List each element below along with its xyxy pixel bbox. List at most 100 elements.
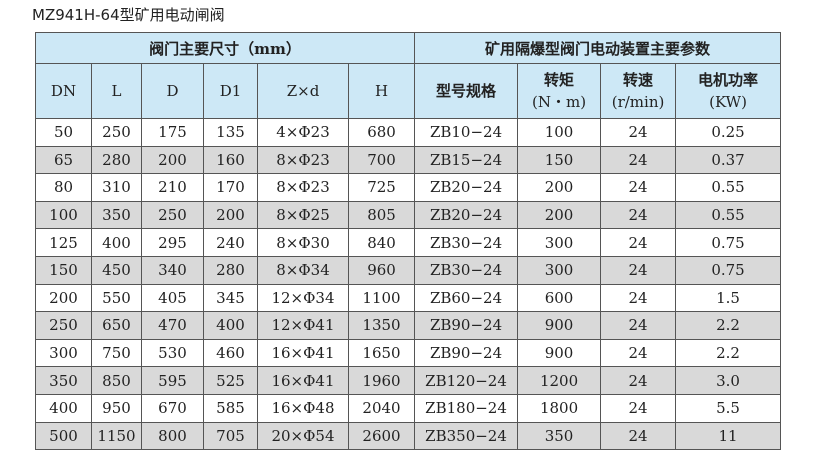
table-cell: 725: [347, 173, 416, 202]
table-cell: 5.5: [675, 393, 782, 423]
table-cell: 840: [347, 228, 416, 257]
table-cell: 0.55: [675, 200, 782, 230]
table-cell: 8×Φ30: [257, 228, 349, 257]
table-cell: 2.2: [675, 311, 782, 340]
table-row: 150 450 340 280 8×Φ34 960 ZB30−24 300 24 0.75: [35, 255, 782, 285]
table-cell: 8×Φ23: [257, 173, 349, 202]
page-title: MZ941H-64型矿用电动闸阀: [32, 6, 225, 24]
column-header: L: [91, 63, 142, 119]
column-label: 转矩: [544, 71, 575, 89]
table-cell: 0.55: [675, 173, 782, 202]
table-cell: 1960: [347, 366, 416, 395]
table-cell: 600: [517, 283, 602, 313]
table-cell: 460: [203, 338, 258, 368]
table-cell: 200: [141, 145, 204, 175]
table-cell: 950: [91, 393, 142, 423]
table-cell: 24: [600, 311, 677, 340]
table-cell: 200: [203, 200, 258, 230]
table-cell: 24: [600, 200, 677, 230]
table-cell: 350: [35, 366, 92, 395]
table-cell: 135: [203, 118, 258, 147]
table-cell: 750: [91, 338, 142, 368]
table-cell: 24: [600, 366, 677, 395]
table-cell: 24: [600, 118, 677, 147]
column-unit: (N・m): [532, 93, 587, 111]
table-cell: 1650: [347, 338, 416, 368]
table-cell: 345: [203, 283, 258, 313]
table-cell: ZB10−24: [414, 118, 519, 147]
table-row: 400 950 670 585 16×Φ48 2040 ZB180−24 1800 24 5.5: [35, 393, 782, 423]
table-cell: 805: [347, 200, 416, 230]
table-cell: 150: [517, 145, 602, 175]
table-cell: 295: [141, 228, 204, 257]
table-cell: 100: [517, 118, 602, 147]
table-cell: 50: [35, 118, 92, 147]
table-cell: 12×Φ41: [257, 311, 349, 340]
table-row: 50 250 175 135 4×Φ23 680 ZB10−24 100 24 0.25: [35, 118, 782, 147]
table-cell: 24: [600, 145, 677, 175]
table-cell: 160: [203, 145, 258, 175]
column-label: D1: [219, 82, 242, 100]
table-cell: ZB90−24: [414, 338, 519, 368]
table-cell: 705: [203, 421, 258, 451]
table-row: 500 1150 800 705 20×Φ54 2600 ZB350−24 350 24 11: [35, 421, 782, 451]
table-cell: 300: [35, 338, 92, 368]
table-cell: 400: [203, 311, 258, 340]
table-cell: 2.2: [675, 338, 782, 368]
column-label: 转速: [623, 71, 654, 89]
table-cell: 8×Φ34: [257, 255, 349, 285]
table-cell: 20×Φ54: [257, 421, 349, 451]
table-cell: 280: [203, 255, 258, 285]
table-cell: 960: [347, 255, 416, 285]
table-cell: ZB90−24: [414, 311, 519, 340]
table-cell: 1800: [517, 393, 602, 423]
group-header-dimensions: 阀门主要尺寸（mm）: [34, 32, 416, 64]
table-cell: 450: [91, 255, 142, 285]
table-row: 100 350 250 200 8×Φ25 805 ZB20−24 200 24 0.55: [35, 200, 782, 230]
table-cell: 65: [35, 145, 92, 175]
table-cell: ZB20−24: [414, 200, 519, 230]
table-cell: 80: [35, 173, 92, 202]
table-cell: 240: [203, 228, 258, 257]
table-cell: 550: [91, 283, 142, 313]
table-cell: 400: [91, 228, 142, 257]
column-header: 型号规格: [414, 63, 519, 119]
table-cell: 11: [675, 421, 782, 451]
table-cell: 1150: [91, 421, 142, 451]
table-cell: 16×Φ41: [257, 366, 349, 395]
table-cell: ZB20−24: [414, 173, 519, 202]
table-cell: 670: [141, 393, 204, 423]
table-row: 125 400 295 240 8×Φ30 840 ZB30−24 300 24 0.75: [35, 228, 782, 257]
table-cell: 4×Φ23: [257, 118, 349, 147]
table-cell: ZB60−24: [414, 283, 519, 313]
table-cell: 250: [35, 311, 92, 340]
table-cell: 0.75: [675, 255, 782, 285]
table-cell: 405: [141, 283, 204, 313]
table-cell: 8×Φ25: [257, 200, 349, 230]
table-cell: 310: [91, 173, 142, 202]
column-label: H: [374, 82, 389, 100]
table-cell: 175: [141, 118, 204, 147]
table-row: 350 850 595 525 16×Φ41 1960 ZB120−24 1200 24 3.0: [35, 366, 782, 395]
table-cell: 340: [141, 255, 204, 285]
table-cell: 350: [517, 421, 602, 451]
column-label: DN: [50, 82, 77, 100]
table-cell: 500: [35, 421, 92, 451]
table-cell: 24: [600, 228, 677, 257]
table-cell: 200: [517, 173, 602, 202]
column-header: H: [347, 63, 416, 119]
table-cell: 24: [600, 173, 677, 202]
column-label: 电机功率: [698, 71, 759, 89]
table-cell: 16×Φ48: [257, 393, 349, 423]
table-cell: 24: [600, 283, 677, 313]
table-cell: 3.0: [675, 366, 782, 395]
column-label: Z×d: [286, 82, 320, 100]
table-cell: 585: [203, 393, 258, 423]
column-header: D: [141, 63, 204, 119]
column-label: 型号规格: [436, 82, 497, 100]
column-header: 转矩 (N・m): [517, 63, 602, 119]
column-header: D1: [203, 63, 258, 119]
group-header-actuator: 矿用隔爆型阀门电动装置主要参数: [414, 32, 782, 64]
column-unit: (KW): [709, 93, 747, 111]
table-cell: 8×Φ23: [257, 145, 349, 175]
